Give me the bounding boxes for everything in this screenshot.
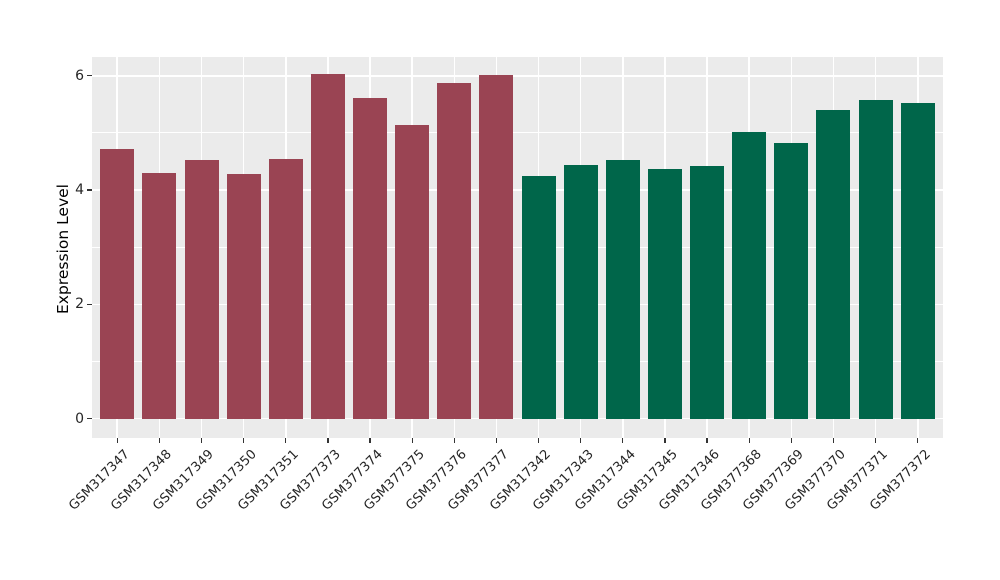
- gridline-minor: [92, 360, 943, 362]
- bar-GSM377368: [732, 132, 767, 419]
- bar-GSM377372: [900, 103, 935, 419]
- y-tick-label: 2: [75, 296, 84, 313]
- x-tick-mark: [790, 438, 792, 443]
- gridline-minor: [92, 246, 943, 248]
- x-tick-mark: [158, 438, 160, 443]
- bar-GSM377369: [774, 143, 809, 419]
- gridline-major: [92, 417, 943, 420]
- x-tick-mark: [580, 438, 582, 443]
- x-tick-mark: [874, 438, 877, 443]
- bar-GSM317350: [226, 174, 261, 419]
- gridline-major: [92, 189, 943, 191]
- x-tick-mark: [706, 438, 708, 443]
- x-tick-mark: [917, 438, 919, 443]
- x-tick-mark: [664, 438, 666, 443]
- x-tick-mark: [285, 438, 287, 443]
- y-tick-mark: [87, 303, 92, 305]
- x-tick-mark: [243, 438, 245, 443]
- bar-GSM317347: [100, 148, 135, 419]
- x-tick-mark: [327, 438, 329, 443]
- bar-GSM317342: [521, 175, 556, 419]
- bar-GSM317348: [142, 172, 177, 419]
- y-tick-label: 4: [75, 182, 84, 199]
- x-tick-mark: [622, 438, 624, 443]
- x-tick-mark: [411, 438, 413, 443]
- bar-GSM317351: [268, 158, 303, 419]
- bar-GSM377373: [310, 73, 345, 419]
- gridline-major: [92, 303, 943, 306]
- bar-GSM377371: [858, 100, 893, 419]
- y-tick-mark: [87, 417, 92, 420]
- x-tick-mark: [537, 438, 540, 443]
- bar-GSM377374: [353, 98, 388, 419]
- x-tick-mark: [832, 438, 835, 443]
- bar-GSM377376: [437, 82, 472, 419]
- x-tick-mark: [748, 438, 750, 443]
- gridline-minor: [92, 132, 943, 134]
- bar-GSM317345: [647, 168, 682, 419]
- x-tick-mark: [200, 438, 203, 443]
- y-tick-mark: [87, 189, 92, 191]
- x-tick-mark: [453, 438, 455, 443]
- y-tick-label: 6: [75, 67, 84, 84]
- y-tick-label: 0: [75, 410, 84, 427]
- bar-GSM317344: [605, 160, 640, 419]
- gridline-major: [92, 75, 943, 77]
- bar-GSM317349: [184, 160, 219, 419]
- bar-GSM317343: [563, 164, 598, 419]
- bar-GSM377370: [816, 109, 851, 419]
- x-tick-mark: [495, 438, 498, 443]
- bar-GSM377375: [395, 124, 430, 419]
- bar-GSM377377: [479, 74, 514, 419]
- x-tick-mark: [116, 438, 118, 443]
- y-tick-mark: [87, 75, 92, 77]
- x-tick-mark: [369, 438, 371, 443]
- bar-GSM317346: [690, 166, 725, 419]
